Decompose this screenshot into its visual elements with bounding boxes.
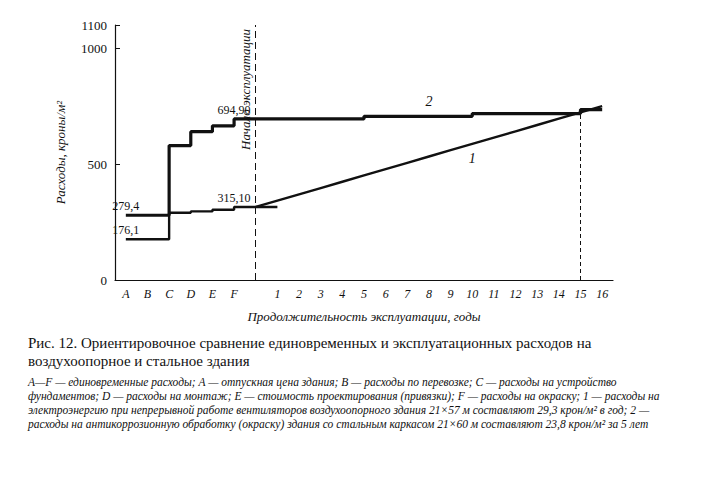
svg-text:2: 2 xyxy=(425,94,432,109)
svg-text:11: 11 xyxy=(488,287,499,301)
svg-text:16: 16 xyxy=(596,287,608,301)
svg-text:1: 1 xyxy=(274,287,280,301)
svg-text:9: 9 xyxy=(448,287,454,301)
svg-text:B: B xyxy=(144,287,152,301)
svg-text:15: 15 xyxy=(575,287,587,301)
svg-text:A: A xyxy=(121,287,130,301)
svg-text:13: 13 xyxy=(531,287,543,301)
svg-text:14: 14 xyxy=(553,287,565,301)
svg-text:2: 2 xyxy=(296,287,302,301)
svg-text:694,90: 694,90 xyxy=(218,103,251,117)
svg-text:C: C xyxy=(165,287,174,301)
svg-text:1100: 1100 xyxy=(81,18,107,33)
svg-text:Начало эксплуатации: Начало эксплуатации xyxy=(238,29,253,151)
svg-text:Продолжительность эксплуатации: Продолжительность эксплуатации, годы xyxy=(246,309,480,324)
html-text:Рис. 12. Ориентировочное сравн: Рис. 12. Ориентировочное сравнение едино… xyxy=(28,335,592,369)
svg-text:4: 4 xyxy=(339,287,345,301)
svg-text:E: E xyxy=(208,287,217,301)
svg-text:F: F xyxy=(229,287,238,301)
svg-text:D: D xyxy=(185,287,195,301)
svg-text:0: 0 xyxy=(101,273,108,288)
svg-text:Расходы, кроны/м²: Расходы, кроны/м² xyxy=(53,100,68,205)
svg-text:315,10: 315,10 xyxy=(218,191,251,205)
svg-text:5: 5 xyxy=(361,287,367,301)
svg-text:8: 8 xyxy=(426,287,432,301)
svg-text:1000: 1000 xyxy=(81,41,107,56)
svg-text:500: 500 xyxy=(88,157,108,172)
svg-text:279,4: 279,4 xyxy=(112,199,139,213)
svg-text:176,1: 176,1 xyxy=(112,223,139,237)
svg-text:7: 7 xyxy=(404,287,411,301)
svg-text:3: 3 xyxy=(317,287,324,301)
svg-text:12: 12 xyxy=(510,287,522,301)
svg-text:6: 6 xyxy=(383,287,389,301)
svg-text:10: 10 xyxy=(466,287,478,301)
html-text:A—F — единовременные расходы;: A—F — единовременные расходы; A — отпуск… xyxy=(28,376,660,430)
svg-text:1: 1 xyxy=(469,151,476,166)
